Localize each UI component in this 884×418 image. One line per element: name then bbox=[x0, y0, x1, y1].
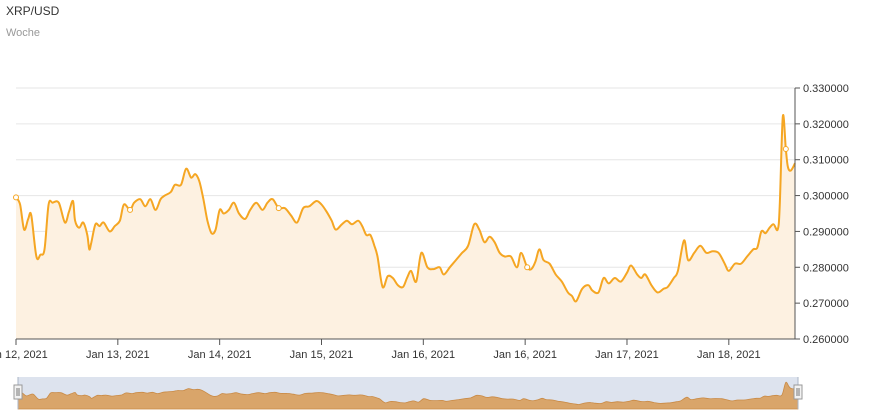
data-point-marker bbox=[13, 194, 19, 201]
x-tick-label: Jan 16, 2021 bbox=[392, 349, 456, 361]
x-tick-label: Jan 14, 2021 bbox=[188, 349, 252, 361]
y-tick-label: 0.320000 bbox=[803, 119, 849, 131]
data-point-marker bbox=[275, 205, 282, 212]
y-tick-label: 0.300000 bbox=[803, 191, 849, 203]
x-tick-label: Jan 17, 2021 bbox=[595, 349, 659, 361]
chart-subtitle: Woche bbox=[6, 27, 41, 39]
y-tick-label: 0.330000 bbox=[803, 83, 849, 95]
data-point-marker bbox=[524, 264, 531, 271]
navigator-series bbox=[17, 381, 799, 410]
x-tick-label: Jan 16, 2021 bbox=[493, 349, 557, 361]
y-tick-label: 0.270000 bbox=[803, 298, 849, 310]
data-point-marker bbox=[782, 145, 789, 152]
navigator[interactable] bbox=[13, 377, 803, 410]
x-tick-label: Jan 18, 2021 bbox=[697, 349, 761, 361]
x-tick-label: Jan 15, 2021 bbox=[290, 349, 354, 361]
y-tick-label: 0.260000 bbox=[803, 334, 849, 346]
series-line[interactable] bbox=[15, 113, 796, 303]
y-tick-label: 0.310000 bbox=[803, 155, 849, 167]
y-axis-ticks: 0.260000 0.270000 0.280000 0.290000 0.300000… bbox=[795, 83, 849, 346]
x-tick-label: Jan 13, 2021 bbox=[86, 349, 150, 361]
series-markers bbox=[13, 145, 789, 271]
data-point-marker bbox=[127, 206, 134, 213]
series-area bbox=[16, 114, 795, 339]
y-tick-label: 0.290000 bbox=[803, 226, 849, 238]
chart-title: XRP/USD bbox=[6, 4, 60, 18]
navigator-right-handle[interactable] bbox=[793, 384, 803, 400]
navigator-left-handle[interactable] bbox=[13, 384, 23, 400]
y-tick-label: 0.280000 bbox=[803, 262, 849, 274]
x-tick-label: Jan 12, 2021 bbox=[0, 349, 48, 361]
x-axis-ticks: Jan 12, 2021 Jan 13, 2021 Jan 14, 2021 Jan … bbox=[0, 339, 761, 361]
